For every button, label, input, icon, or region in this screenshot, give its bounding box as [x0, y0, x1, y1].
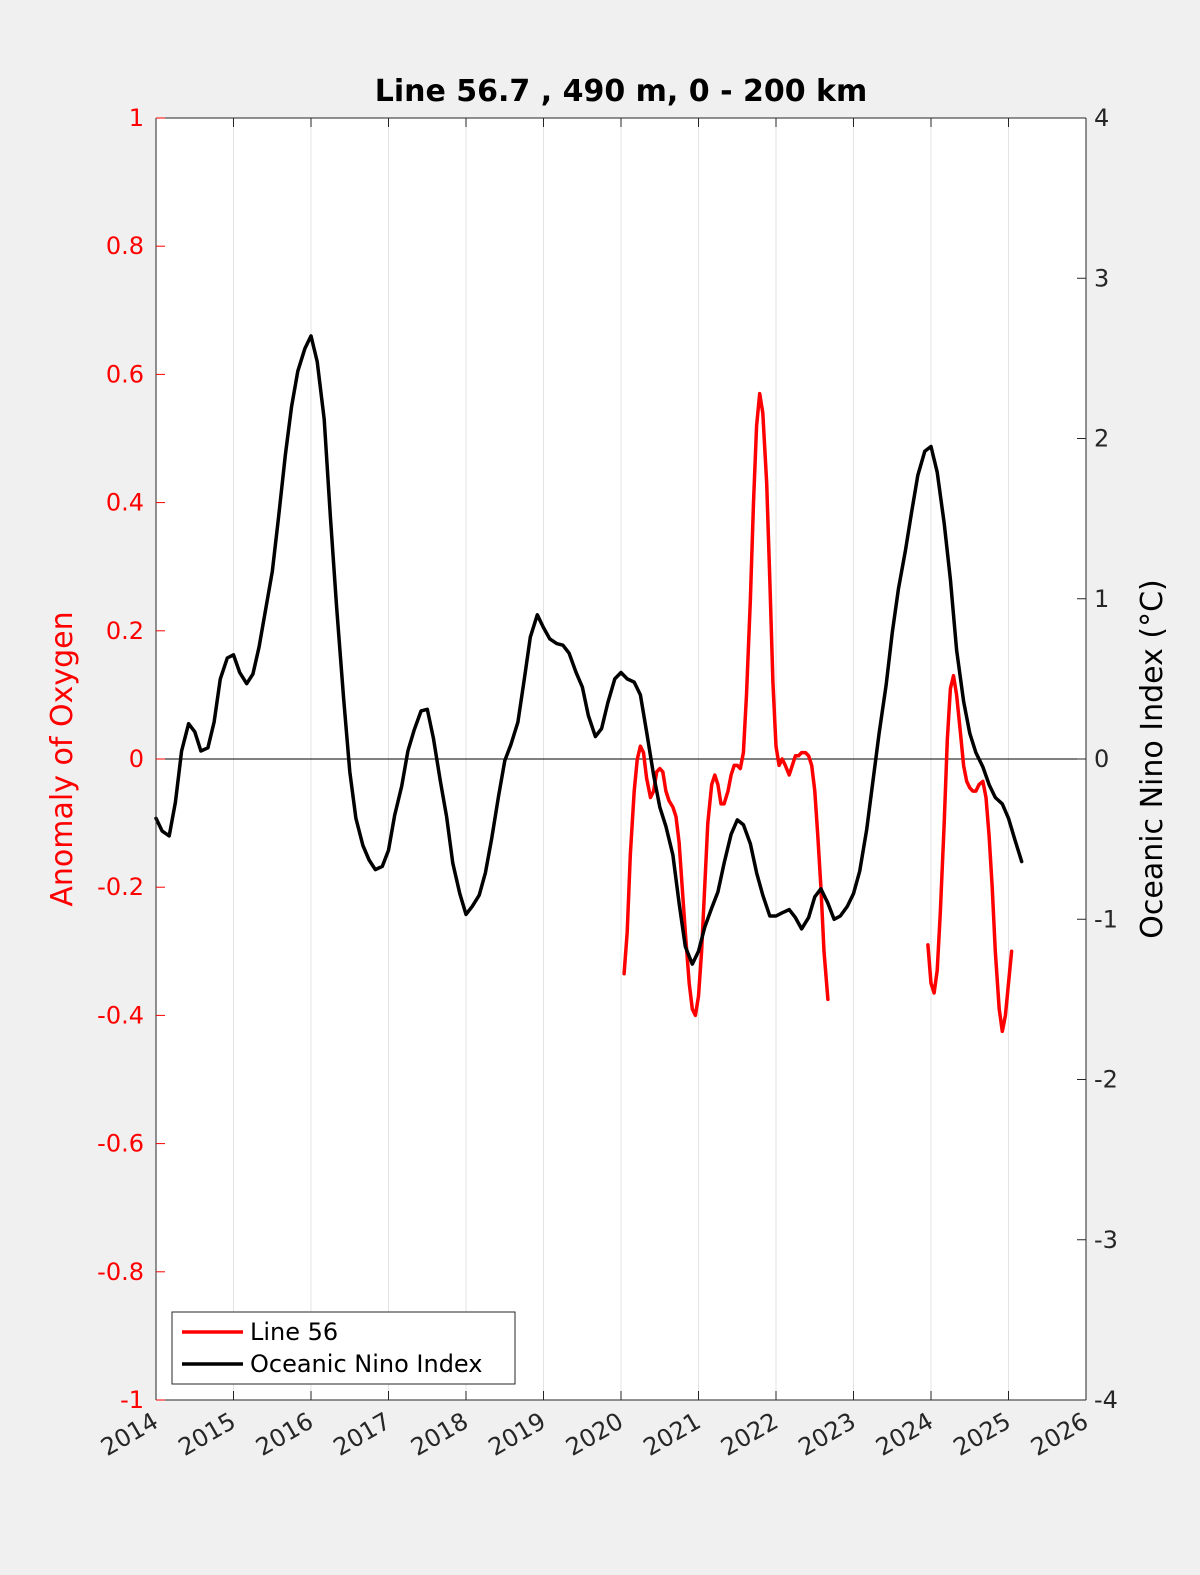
legend-box: [171, 1311, 516, 1385]
y-right-tick-label: 0: [1094, 745, 1109, 773]
y-left-tick-label: 0.4: [106, 489, 144, 517]
chart-title: Line 56.7 , 490 m, 0 - 200 km: [375, 74, 868, 109]
y-right-tick-label: -3: [1094, 1226, 1118, 1254]
y-left-tick-label: -1: [120, 1386, 144, 1414]
y-right-tick-label: 3: [1094, 264, 1109, 292]
series-line-oceanic-nino-index: [154, 334, 1024, 966]
y-left-tick-label: 0: [129, 745, 144, 773]
series-line-line-56: [926, 673, 1014, 1034]
y-left-tick-label: 0.8: [106, 232, 144, 260]
y-right-tick-label: 1: [1094, 585, 1109, 613]
legend-label-line56: Line 56: [250, 1318, 338, 1346]
y-left-tick-label: 1: [129, 104, 144, 132]
y-axis-right-label: Oceanic Nino Index (°C): [1135, 579, 1170, 939]
y-left-tick-label: -0.8: [97, 1258, 144, 1286]
y-right-tick-label: 4: [1094, 104, 1109, 132]
series-layer: [154, 334, 1024, 1034]
y-left-tick-label: 0.6: [106, 360, 144, 388]
y-left-tick-label: -0.4: [97, 1001, 144, 1029]
y-axis-left-label: Anomaly of Oxygen: [45, 611, 80, 906]
y-left-tick-label: 0.2: [106, 617, 144, 645]
legend: Line 56 Oceanic Nino Index: [171, 1311, 516, 1385]
y-right-tick-label: -2: [1094, 1066, 1118, 1094]
series-line-line-56: [622, 391, 830, 1018]
y-right-tick-label: -4: [1094, 1386, 1118, 1414]
y-left-tick-label: -0.2: [97, 873, 144, 901]
y-right-tick-label: -1: [1094, 905, 1118, 933]
legend-label-oni: Oceanic Nino Index: [250, 1350, 482, 1378]
y-left-tick-label: -0.6: [97, 1130, 144, 1158]
y-right-tick-label: 2: [1094, 425, 1109, 453]
